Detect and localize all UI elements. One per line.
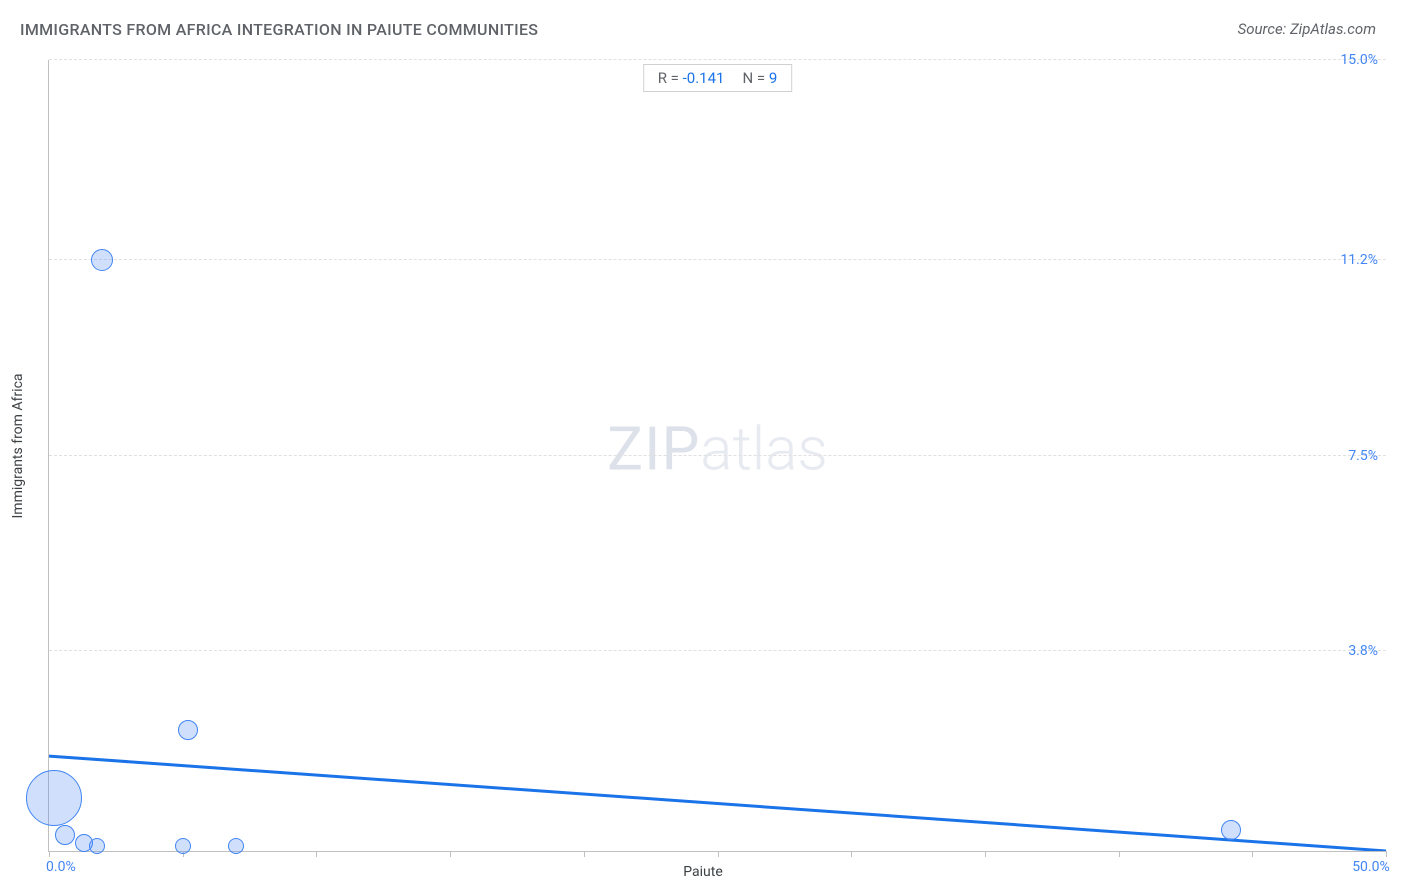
gridline bbox=[49, 259, 1386, 260]
gridline bbox=[49, 59, 1386, 60]
stats-box: R = -0.141 N = 9 bbox=[643, 64, 793, 92]
chart-header: IMMIGRANTS FROM AFRICA INTEGRATION IN PA… bbox=[0, 0, 1406, 49]
chart-title: IMMIGRANTS FROM AFRICA INTEGRATION IN PA… bbox=[20, 20, 538, 39]
x-tick bbox=[1119, 851, 1120, 857]
chart-source: Source: ZipAtlas.com bbox=[1238, 20, 1376, 38]
stat-r-value: -0.141 bbox=[683, 69, 725, 87]
stat-n-value: 9 bbox=[769, 69, 777, 87]
trend-line bbox=[49, 60, 1386, 851]
data-point[interactable] bbox=[1221, 820, 1241, 840]
x-tick bbox=[584, 851, 585, 857]
gridline bbox=[49, 650, 1386, 651]
data-point[interactable] bbox=[178, 720, 198, 740]
stat-n: N = 9 bbox=[742, 69, 777, 87]
stat-r-label: R = bbox=[658, 69, 679, 87]
x-tick bbox=[49, 851, 50, 857]
x-axis-label: Paiute bbox=[683, 864, 723, 880]
watermark-atlas: atlas bbox=[700, 413, 828, 484]
stat-r: R = -0.141 bbox=[658, 69, 725, 87]
x-tick bbox=[985, 851, 986, 857]
y-tick-label: 7.5% bbox=[1348, 448, 1378, 464]
watermark-zip: ZIP bbox=[607, 413, 700, 484]
x-tick bbox=[718, 851, 719, 857]
x-tick bbox=[316, 851, 317, 857]
stat-n-label: N = bbox=[742, 69, 765, 87]
scatter-chart: ZIPatlas R = -0.141 N = 9 0.0% 50.0% 3.8… bbox=[48, 60, 1386, 852]
x-max-label: 50.0% bbox=[1352, 859, 1390, 875]
data-point[interactable] bbox=[175, 838, 191, 854]
x-tick bbox=[450, 851, 451, 857]
x-min-label: 0.0% bbox=[46, 859, 76, 875]
data-point[interactable] bbox=[26, 770, 82, 826]
x-tick bbox=[851, 851, 852, 857]
data-point[interactable] bbox=[91, 249, 113, 271]
gridline bbox=[49, 455, 1386, 456]
watermark: ZIPatlas bbox=[607, 413, 828, 484]
y-tick-label: 11.2% bbox=[1340, 252, 1378, 268]
data-point[interactable] bbox=[228, 838, 244, 854]
data-point[interactable] bbox=[55, 825, 75, 845]
x-tick bbox=[1386, 851, 1387, 857]
y-tick-label: 3.8% bbox=[1348, 643, 1378, 659]
y-tick-label: 15.0% bbox=[1340, 52, 1378, 68]
x-tick bbox=[1252, 851, 1253, 857]
data-point[interactable] bbox=[89, 838, 105, 854]
y-axis-label: Immigrants from Africa bbox=[10, 373, 26, 518]
